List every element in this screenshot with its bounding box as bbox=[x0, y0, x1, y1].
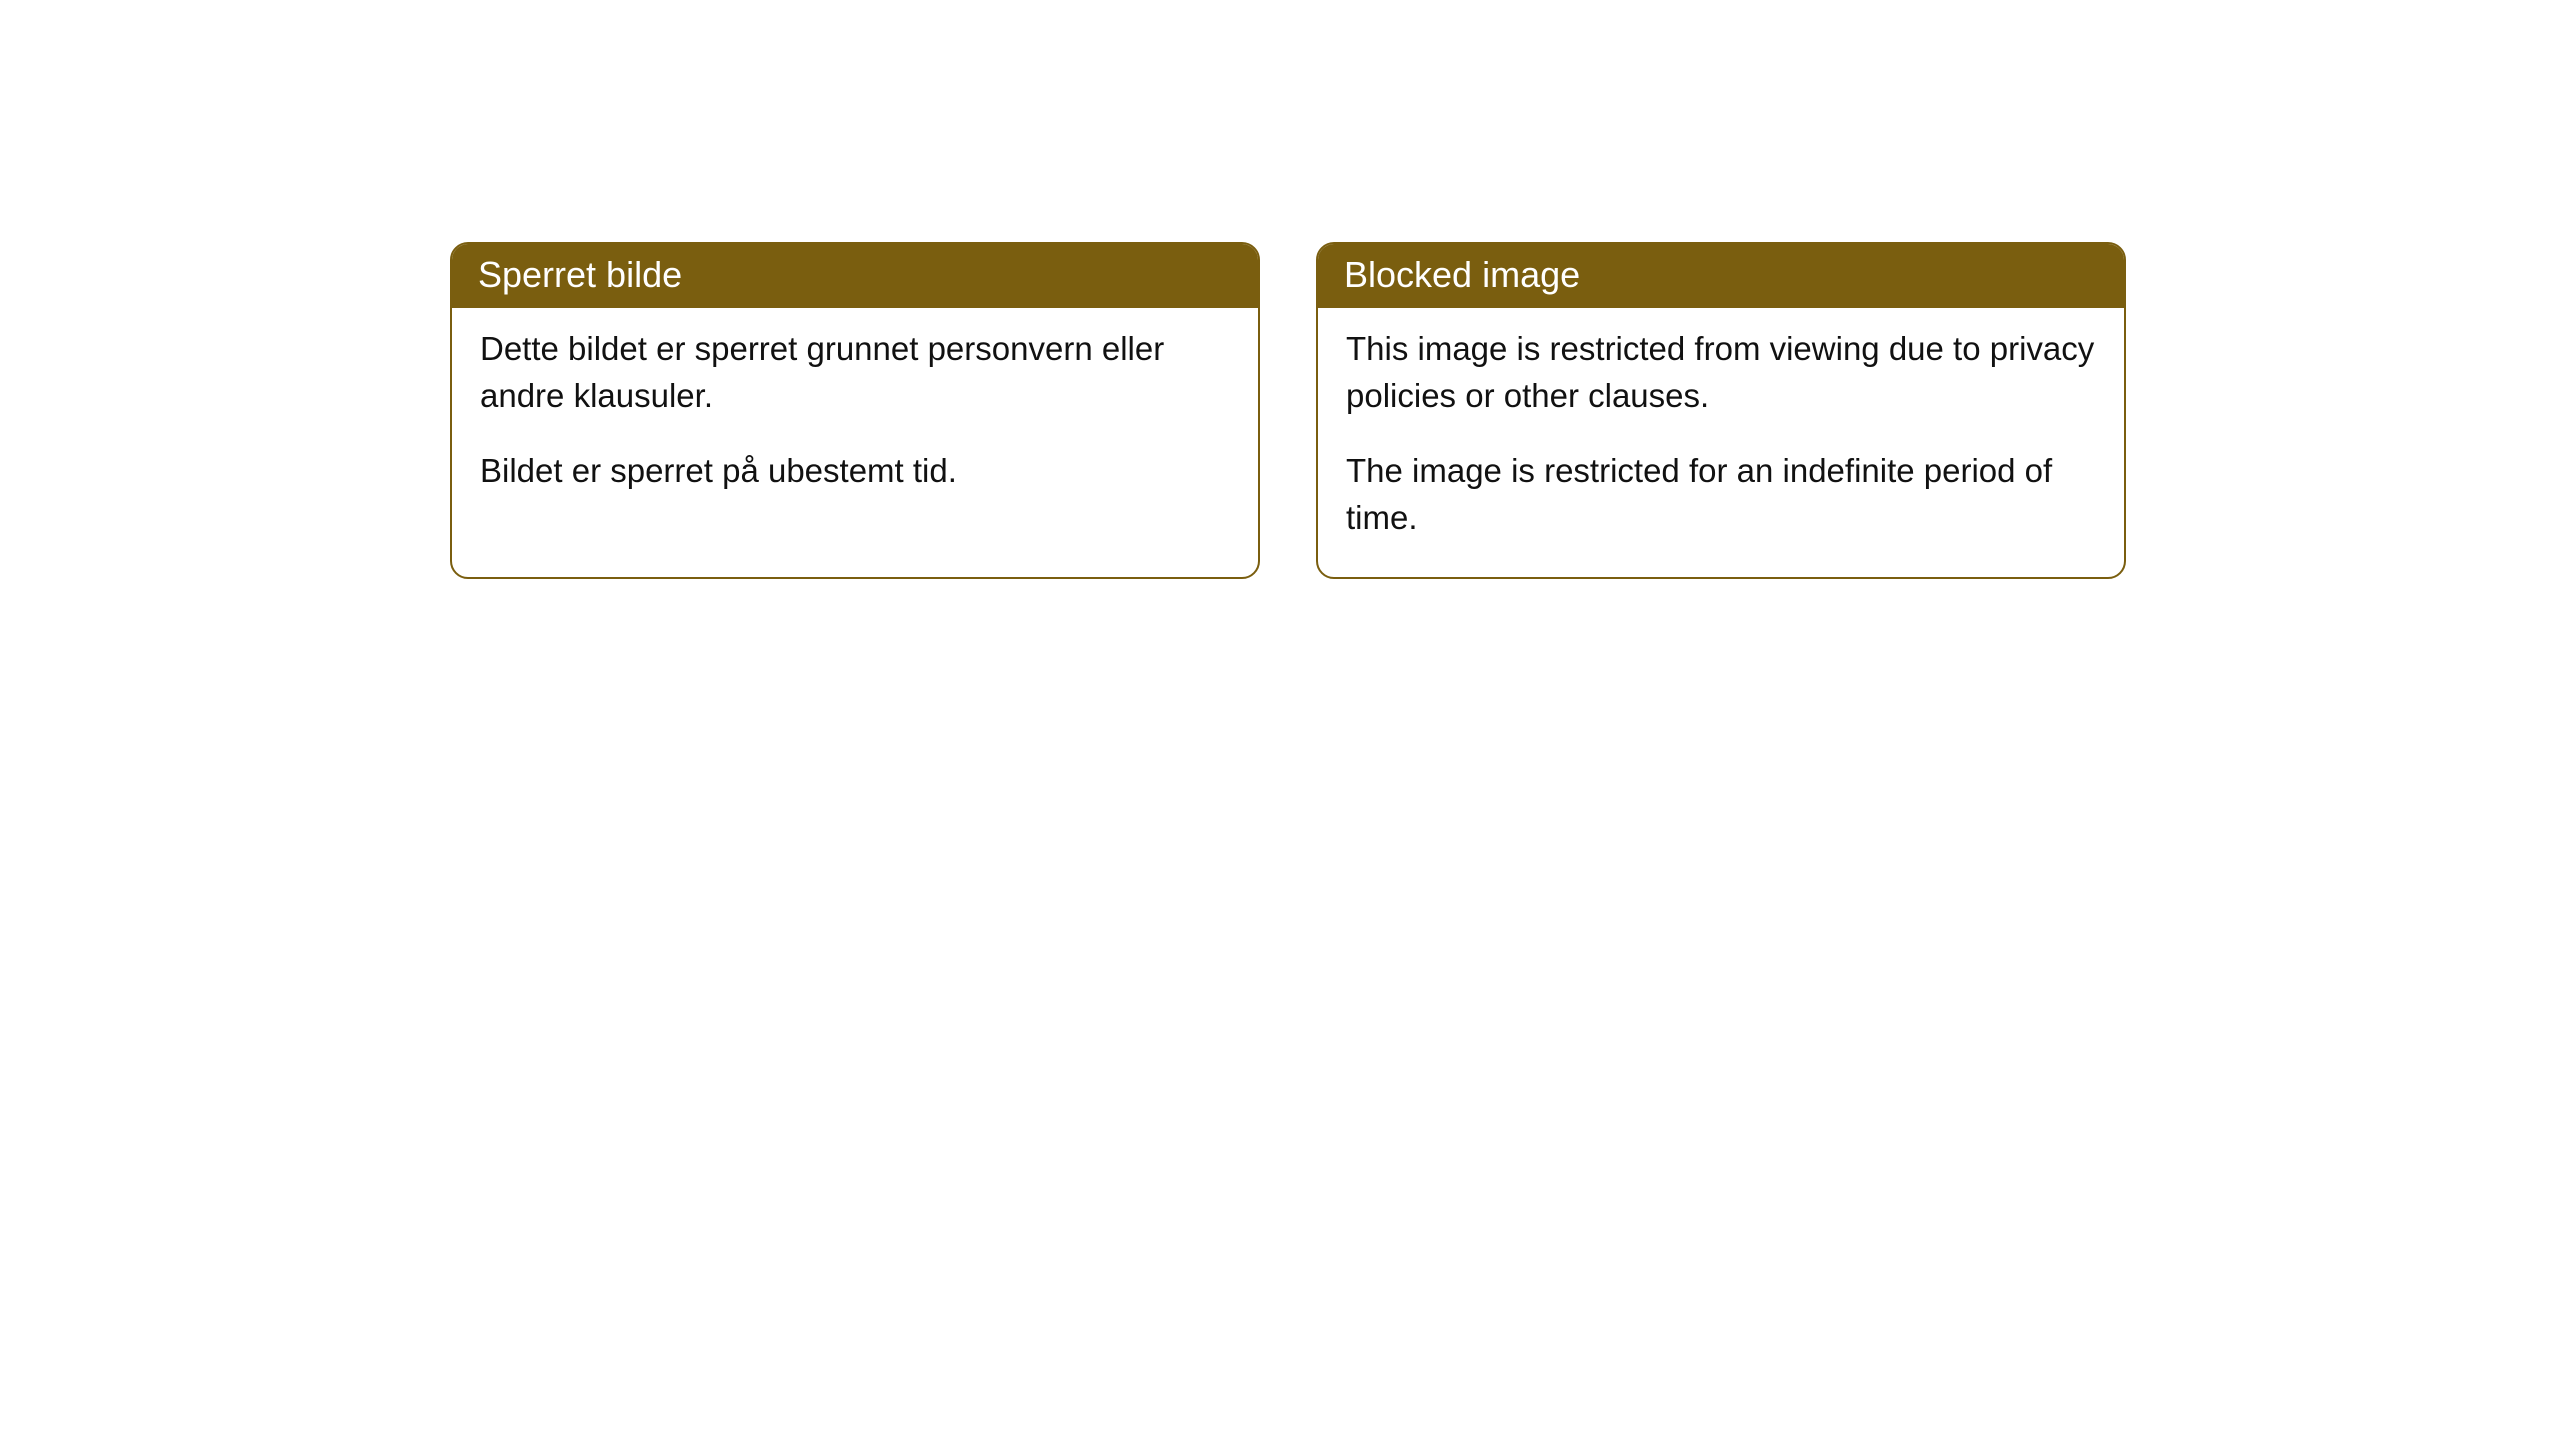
notice-body: This image is restricted from viewing du… bbox=[1318, 308, 2124, 577]
notice-paragraph: The image is restricted for an indefinit… bbox=[1346, 448, 2096, 542]
notice-paragraph: Bildet er sperret på ubestemt tid. bbox=[480, 448, 1230, 495]
notice-body: Dette bildet er sperret grunnet personve… bbox=[452, 308, 1258, 531]
notice-card-english: Blocked image This image is restricted f… bbox=[1316, 242, 2126, 579]
notice-container: Sperret bilde Dette bildet er sperret gr… bbox=[0, 0, 2560, 579]
notice-header: Blocked image bbox=[1318, 244, 2124, 308]
notice-paragraph: This image is restricted from viewing du… bbox=[1346, 326, 2096, 420]
notice-paragraph: Dette bildet er sperret grunnet personve… bbox=[480, 326, 1230, 420]
notice-header: Sperret bilde bbox=[452, 244, 1258, 308]
notice-card-norwegian: Sperret bilde Dette bildet er sperret gr… bbox=[450, 242, 1260, 579]
